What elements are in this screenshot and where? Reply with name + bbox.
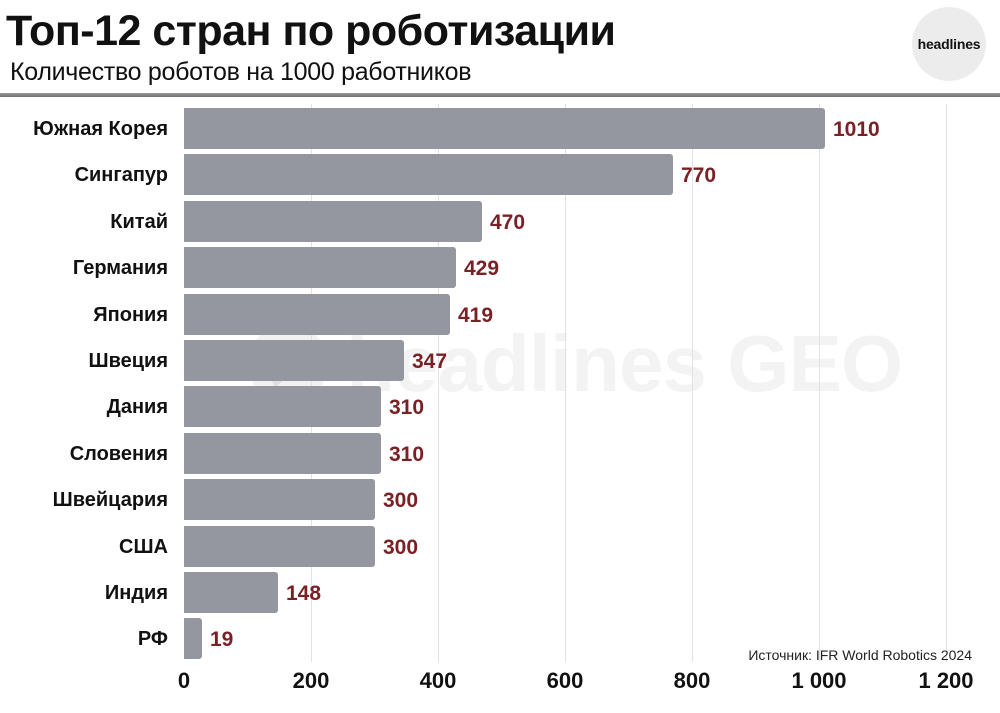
x-tick-label: 1 000	[791, 668, 847, 693]
value-label: 310	[389, 396, 425, 419]
category-label: Южная Корея	[33, 118, 168, 140]
logo-text: headlines	[917, 36, 981, 52]
chart-subtitle: Количество роботов на 1000 работников	[10, 58, 472, 86]
bar-row: Южная Корея 1010	[0, 108, 1000, 150]
x-tick-label: 400	[419, 668, 457, 693]
header-divider	[0, 93, 1000, 97]
gridline	[438, 104, 439, 662]
bar-row: Индия 148	[0, 572, 1000, 614]
value-label: 300	[383, 489, 419, 512]
x-tick-label: 1 200	[918, 668, 974, 693]
gridline	[819, 104, 820, 662]
bar	[184, 247, 456, 288]
headlines-logo: headlines	[912, 7, 986, 81]
gridline	[311, 104, 312, 662]
bar-row: Словения 310	[0, 433, 1000, 475]
category-label: Германия	[72, 257, 168, 279]
x-tick-label: 0	[177, 668, 191, 693]
bar-row: Швеция 347	[0, 340, 1000, 382]
bar	[184, 294, 450, 335]
bar	[184, 433, 381, 474]
value-label: 1010	[833, 118, 880, 141]
bar-row: РФ 19	[0, 618, 1000, 660]
bar	[184, 340, 404, 381]
value-label: 419	[458, 304, 494, 327]
gridline	[946, 104, 947, 662]
bar	[184, 108, 825, 149]
category-label: Сингапур	[74, 164, 168, 186]
gridline	[692, 104, 693, 662]
value-label: 300	[383, 536, 419, 559]
bar-row: Япония 419	[0, 294, 1000, 336]
value-label: 310	[389, 443, 425, 466]
category-label: США	[119, 536, 168, 558]
category-label: Швеция	[88, 350, 168, 372]
value-label: 470	[490, 211, 526, 234]
bar	[184, 154, 673, 195]
value-label: 770	[681, 164, 717, 187]
bar	[184, 386, 381, 427]
bar-row: США 300	[0, 526, 1000, 568]
bar	[184, 572, 278, 613]
value-label: 19	[210, 628, 234, 651]
category-label: Китай	[110, 211, 168, 233]
bar-row: Германия 429	[0, 247, 1000, 289]
bar-row: Дания 310	[0, 386, 1000, 428]
category-label: РФ	[137, 628, 168, 650]
category-label: Япония	[93, 304, 168, 326]
x-tick-label: 200	[292, 668, 330, 693]
bar-row: Китай 470	[0, 201, 1000, 243]
source-note: Источник: IFR World Robotics 2024	[748, 647, 972, 663]
value-label: 347	[412, 350, 448, 373]
category-label: Дания	[106, 396, 168, 418]
bar	[184, 201, 482, 242]
bar	[184, 479, 375, 520]
gridline	[565, 104, 566, 662]
value-label: 429	[464, 257, 500, 280]
x-tick-label: 800	[673, 668, 711, 693]
category-label: Словения	[69, 443, 168, 465]
bar	[184, 618, 202, 659]
value-label: 148	[286, 582, 322, 605]
category-label: Индия	[104, 582, 168, 604]
chart-title: Топ-12 стран по роботизации	[6, 7, 616, 55]
bar-row: Швейцария 300	[0, 479, 1000, 521]
bar-row: Сингапур 770	[0, 154, 1000, 196]
bar	[184, 526, 375, 567]
category-label: Швейцария	[52, 489, 168, 511]
x-tick-label: 600	[546, 668, 584, 693]
